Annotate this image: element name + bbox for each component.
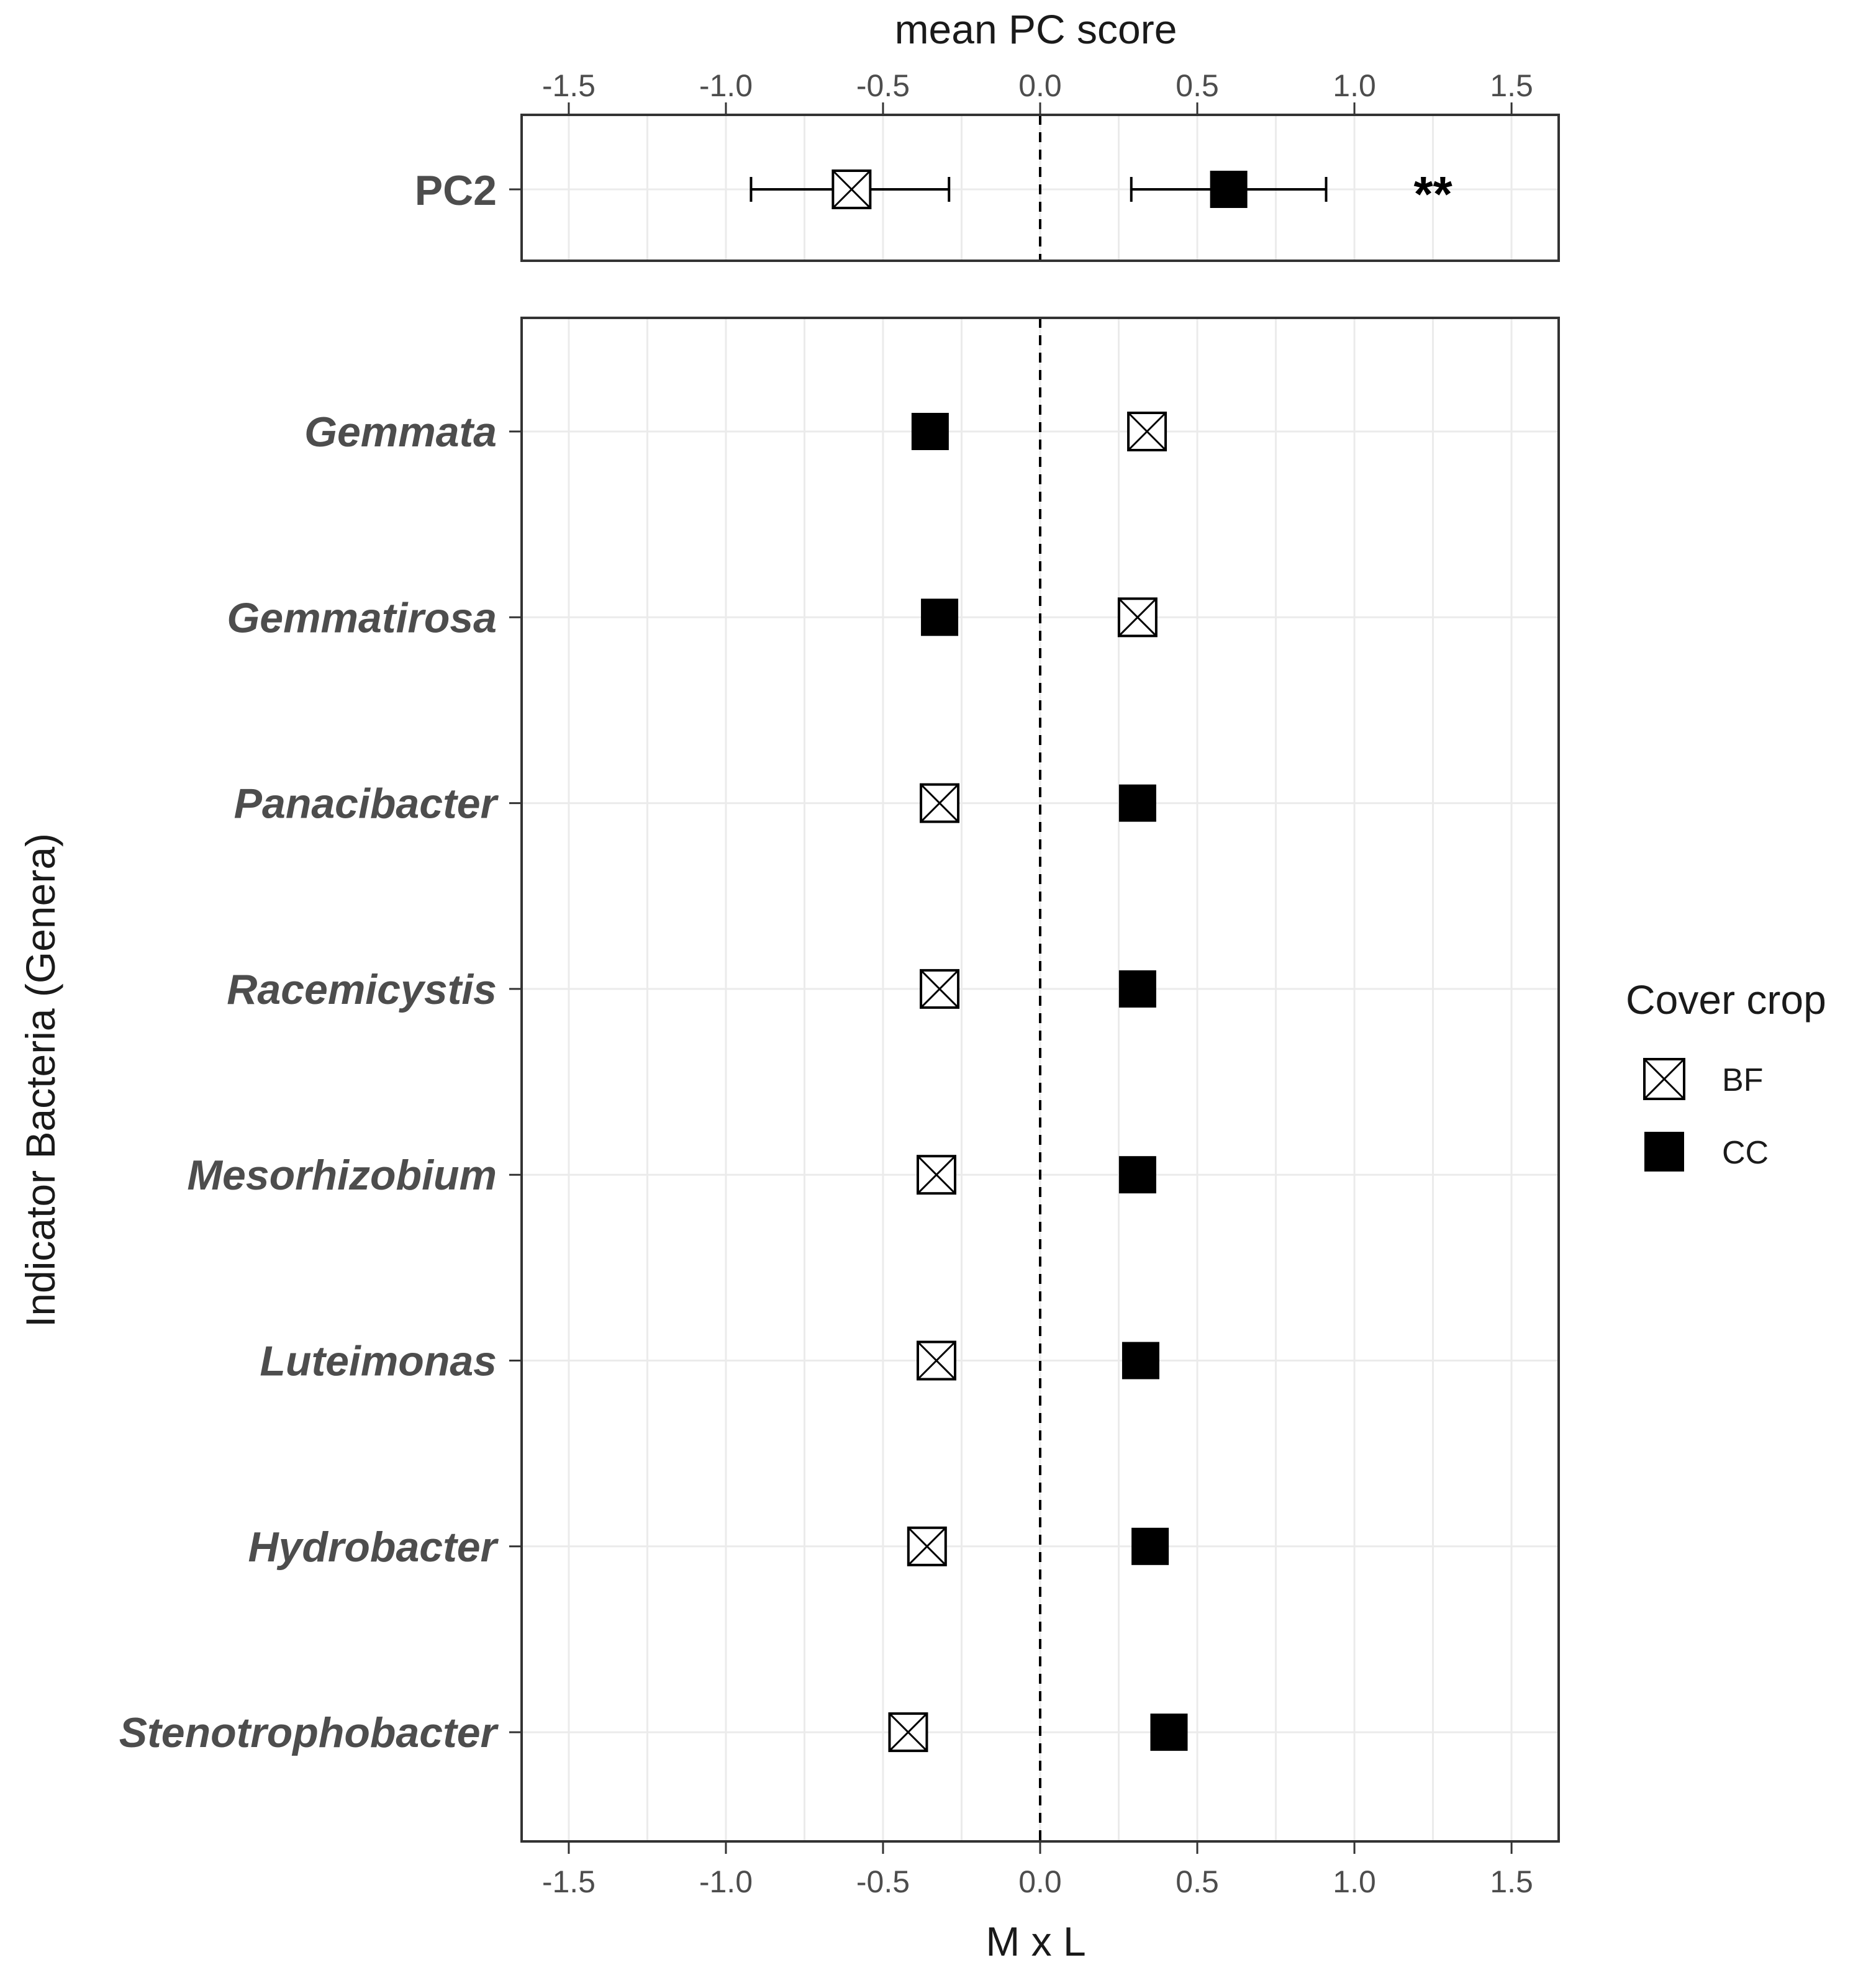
top-tick-label: 1.5 (1490, 68, 1533, 103)
top-tick-label: -1.5 (542, 68, 596, 103)
genus-label-mesorhizobium: Mesorhizobium (187, 1152, 497, 1199)
x-axis-title: M x L (986, 1918, 1085, 1964)
point-bf-hydrobacter (907, 1526, 947, 1566)
point-cc-stenotrophobacter (1150, 1714, 1188, 1751)
legend-key-cc (1644, 1132, 1684, 1172)
pc-row-label: PC2 (415, 167, 497, 214)
bottom-axis-ticks: -1.5 -1.0 -0.5 0.0 0.5 1.0 1.5 (542, 1841, 1533, 1899)
point-bf-gemmata (1127, 412, 1167, 451)
genus-label-hydrobacter: Hydrobacter (248, 1524, 499, 1571)
bottom-tick-label: 0.0 (1018, 1864, 1062, 1899)
pc2-bf-point-cross-b (832, 169, 871, 209)
point-bf-panacibacter (920, 783, 960, 823)
legend-key-bf-cross-b (1643, 1058, 1685, 1100)
legend: Cover crop BF CC (1626, 977, 1826, 1172)
top-axis-title: mean PC score (895, 6, 1177, 52)
bottom-tick-label: -0.5 (856, 1864, 910, 1899)
bottom-tick-label: -1.0 (699, 1864, 753, 1899)
point-bf-gemmatirosa (1117, 597, 1158, 638)
pc2-cc-point (1210, 171, 1248, 208)
legend-label-cc: CC (1722, 1135, 1769, 1171)
genus-label-gemmatirosa: Gemmatirosa (227, 594, 497, 641)
bottom-tick-label: 1.5 (1490, 1864, 1533, 1899)
point-bf-racemicystis-cross-b (920, 969, 959, 1008)
point-cc-hydrobacter (1131, 1527, 1169, 1565)
point-cc-gemmatirosa (921, 598, 959, 636)
top-tick-label: -1.0 (699, 68, 753, 103)
point-bf-panacibacter-cross-b (920, 784, 959, 823)
pc-panel-border (520, 114, 1560, 262)
point-cc-mesorhizobium (1118, 1156, 1156, 1194)
genera-panel: Gemmata Gemmatirosa Panacibacter Racemicyst… (119, 317, 1560, 1843)
point-bf-mesorhizobium (917, 1155, 956, 1195)
point-bf-stenotrophobacter-cross-b (889, 1713, 928, 1752)
significance-marker: ** (1413, 166, 1452, 222)
point-bf-mesorhizobium-cross-b (917, 1155, 956, 1194)
pc2-bf-point (832, 169, 872, 209)
genus-label-stenotrophobacter: Stenotrophobacter (119, 1709, 499, 1756)
genus-label-gemmata: Gemmata (304, 409, 497, 456)
top-tick-label: 0.5 (1176, 68, 1219, 103)
genus-label-luteimonas: Luteimonas (260, 1338, 497, 1385)
point-bf-hydrobacter-cross-b (907, 1527, 946, 1566)
pc-panel: PC2 ** (415, 114, 1560, 262)
point-cc-panacibacter (1118, 784, 1156, 822)
legend-title: Cover crop (1626, 977, 1826, 1023)
point-bf-racemicystis (920, 969, 960, 1009)
point-bf-gemmatirosa-cross-b (1118, 598, 1157, 637)
point-cc-racemicystis (1118, 970, 1156, 1008)
point-cc-gemmata (911, 413, 949, 450)
point-bf-stenotrophobacter (888, 1712, 928, 1753)
top-tick-label: 1.0 (1333, 68, 1376, 103)
genus-label-racemicystis: Racemicystis (227, 966, 497, 1013)
legend-label-bf: BF (1722, 1062, 1763, 1098)
top-axis-ticks: -1.5 -1.0 -0.5 0.0 0.5 1.0 1.5 (542, 68, 1533, 115)
point-bf-gemmata-cross-b (1127, 412, 1167, 451)
genus-label-panacibacter: Panacibacter (234, 780, 499, 828)
legend-key-bf (1643, 1058, 1685, 1100)
top-tick-label: -0.5 (856, 68, 910, 103)
bottom-tick-label: 1.0 (1333, 1864, 1376, 1899)
point-cc-luteimonas (1122, 1342, 1159, 1380)
top-tick-label: 0.0 (1018, 68, 1062, 103)
bottom-tick-label: -1.5 (542, 1864, 596, 1899)
bottom-tick-label: 0.5 (1176, 1864, 1219, 1899)
point-bf-luteimonas (917, 1340, 956, 1381)
y-axis-title: Indicator Bacteria (Genera) (17, 833, 63, 1327)
point-bf-luteimonas-cross-b (917, 1341, 956, 1380)
